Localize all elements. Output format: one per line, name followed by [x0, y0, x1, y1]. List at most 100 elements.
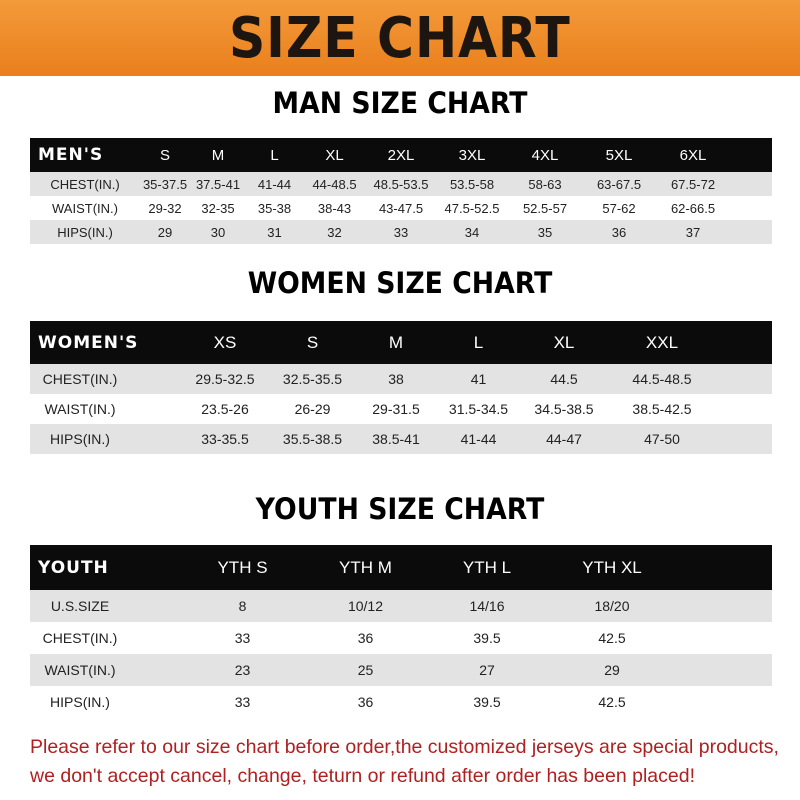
table-cell: 33: [393, 224, 409, 240]
size-header: YTH XL: [582, 557, 642, 577]
table-header-row: MEN'S S M L XL 2XL 3XL 4XL 5XL 6XL: [30, 138, 772, 172]
table-cell: 18/20: [594, 598, 630, 614]
table-cell: 42.5: [598, 694, 626, 710]
table-row: CHEST(IN.) 29.5-32.5 32.5-35.5 38 41 44.5 44.5…: [30, 364, 772, 394]
table-cell: 41: [470, 371, 487, 387]
table-cell: 47-50: [644, 431, 680, 447]
disclaimer-note: Please refer to our size chart before or…: [30, 733, 790, 791]
table-cell: 63-67.5: [596, 176, 642, 192]
table-cell: 10/12: [347, 598, 384, 614]
table-cell: 32-35: [201, 200, 235, 216]
table-cell: 37: [685, 224, 701, 240]
table-row: U.S.SIZE 8 10/12 14/16 18/20: [30, 590, 772, 622]
table-row: HIPS(IN.) 33-35.5 35.5-38.5 38.5-41 41-44 44-…: [30, 424, 772, 454]
table-cell: 57-62: [602, 200, 636, 216]
size-header: XS: [213, 332, 237, 352]
row-label: HIPS(IN.): [50, 431, 110, 447]
table-cell: 44.5-48.5: [632, 371, 692, 387]
row-label-cell: CHEST(IN.): [30, 177, 140, 192]
row-label-cell: HIPS(IN.): [30, 431, 180, 447]
row-label: HIPS(IN.): [57, 224, 113, 240]
men-heading: MAN SIZE CHART: [272, 86, 528, 120]
row-label: CHEST(IN.): [50, 176, 120, 192]
table-row: HIPS(IN.) 33 36 39.5 42.5: [30, 686, 772, 718]
table-cell: 29: [157, 224, 173, 240]
header-label: MEN'S: [38, 145, 104, 165]
youth-size-table: YOUTH YTH S YTH M YTH L YTH XL U.S.SIZE 8 10/12…: [30, 545, 772, 718]
size-header: 6XL: [679, 146, 707, 164]
size-header: YTH S: [217, 557, 268, 577]
size-header: S: [306, 332, 319, 352]
size-header: XL: [325, 146, 344, 164]
row-label-cell: WAIST(IN.): [30, 662, 180, 678]
table-cell: 35-38: [257, 200, 292, 216]
table-cell: 33: [234, 694, 251, 710]
table-cell: 29-31.5: [372, 401, 420, 417]
table-cell: 42.5: [598, 630, 626, 646]
table-cell: 36: [611, 224, 627, 240]
youth-heading: YOUTH SIZE CHART: [255, 492, 545, 526]
table-row: WAIST(IN.) 23.5-26 26-29 29-31.5 31.5-34.5 34…: [30, 394, 772, 424]
size-header: L: [270, 146, 279, 164]
note-line: we don't accept cancel, change, teturn o…: [30, 765, 695, 787]
page-title: SIZE CHART: [229, 5, 571, 71]
table-cell: 38: [388, 371, 404, 387]
table-cell: 38.5-41: [372, 431, 420, 447]
table-cell: 30: [210, 224, 226, 240]
table-cell: 36: [357, 630, 374, 646]
size-header: 5XL: [605, 146, 633, 164]
table-cell: 47.5-52.5: [444, 200, 500, 216]
row-label-cell: HIPS(IN.): [30, 225, 140, 240]
table-cell: 14/16: [469, 598, 505, 614]
table-cell: 36: [357, 694, 374, 710]
table-row: HIPS(IN.) 29 30 31 32 33 34 35 36 37: [30, 220, 772, 244]
row-label: CHEST(IN.): [42, 630, 118, 646]
table-cell: 34.5-38.5: [534, 401, 594, 417]
header-label: WOMEN'S: [38, 332, 139, 353]
table-cell: 43-47.5: [378, 200, 424, 216]
row-label-cell: WAIST(IN.): [30, 201, 140, 216]
table-cell: 44-48.5: [312, 176, 357, 192]
size-header: XXL: [645, 332, 679, 352]
row-label: WAIST(IN.): [52, 200, 118, 216]
size-header: YTH L: [462, 557, 512, 577]
size-header: M: [388, 332, 404, 352]
size-header: 3XL: [458, 146, 486, 164]
table-cell: 29.5-32.5: [195, 371, 255, 387]
note-line: Please refer to our size chart before or…: [30, 736, 779, 758]
table-cell: 38.5-42.5: [632, 401, 692, 417]
row-label-cell: CHEST(IN.): [30, 371, 180, 387]
table-cell: 39.5: [473, 630, 501, 646]
table-header-row: YOUTH YTH S YTH M YTH L YTH XL: [30, 545, 772, 590]
table-cell: 39.5: [473, 694, 501, 710]
row-label-cell: U.S.SIZE: [30, 598, 180, 614]
table-cell: 26-29: [294, 401, 331, 417]
table-cell: 29-32: [148, 200, 182, 216]
table-row: CHEST(IN.) 33 36 39.5 42.5: [30, 622, 772, 654]
size-header: M: [211, 146, 225, 164]
size-header: L: [473, 332, 484, 352]
row-label: HIPS(IN.): [50, 694, 110, 710]
table-row: WAIST(IN.) 29-32 32-35 35-38 38-43 43-47.5 47.…: [30, 196, 772, 220]
table-cell: 58-63: [528, 176, 562, 192]
table-cell: 44.5: [550, 371, 578, 387]
table-cell: 67.5-72: [670, 176, 716, 192]
row-label: CHEST(IN.): [42, 371, 118, 387]
table-cell: 32: [327, 224, 342, 240]
table-cell: 38-43: [317, 200, 352, 216]
table-cell: 41-44: [460, 431, 497, 447]
table-cell: 44-47: [546, 431, 582, 447]
table-cell: 8: [238, 598, 247, 614]
table-cell: 35-37.5: [142, 176, 188, 192]
size-header: YTH M: [339, 557, 392, 577]
women-size-table: WOMEN'S XS S M L XL XXL CHEST(IN.) 29.5-32.5 32.5…: [30, 321, 772, 454]
row-label: U.S.SIZE: [50, 598, 110, 614]
table-cell: 25: [357, 662, 374, 678]
table-cell: 23.5-26: [201, 401, 249, 417]
row-label-cell: CHEST(IN.): [30, 630, 180, 646]
table-cell: 33: [234, 630, 251, 646]
table-cell: 62-66.5: [670, 200, 716, 216]
table-cell: 29: [604, 662, 620, 678]
table-cell: 37.5-41: [195, 176, 241, 192]
row-label-cell: HIPS(IN.): [30, 694, 180, 710]
